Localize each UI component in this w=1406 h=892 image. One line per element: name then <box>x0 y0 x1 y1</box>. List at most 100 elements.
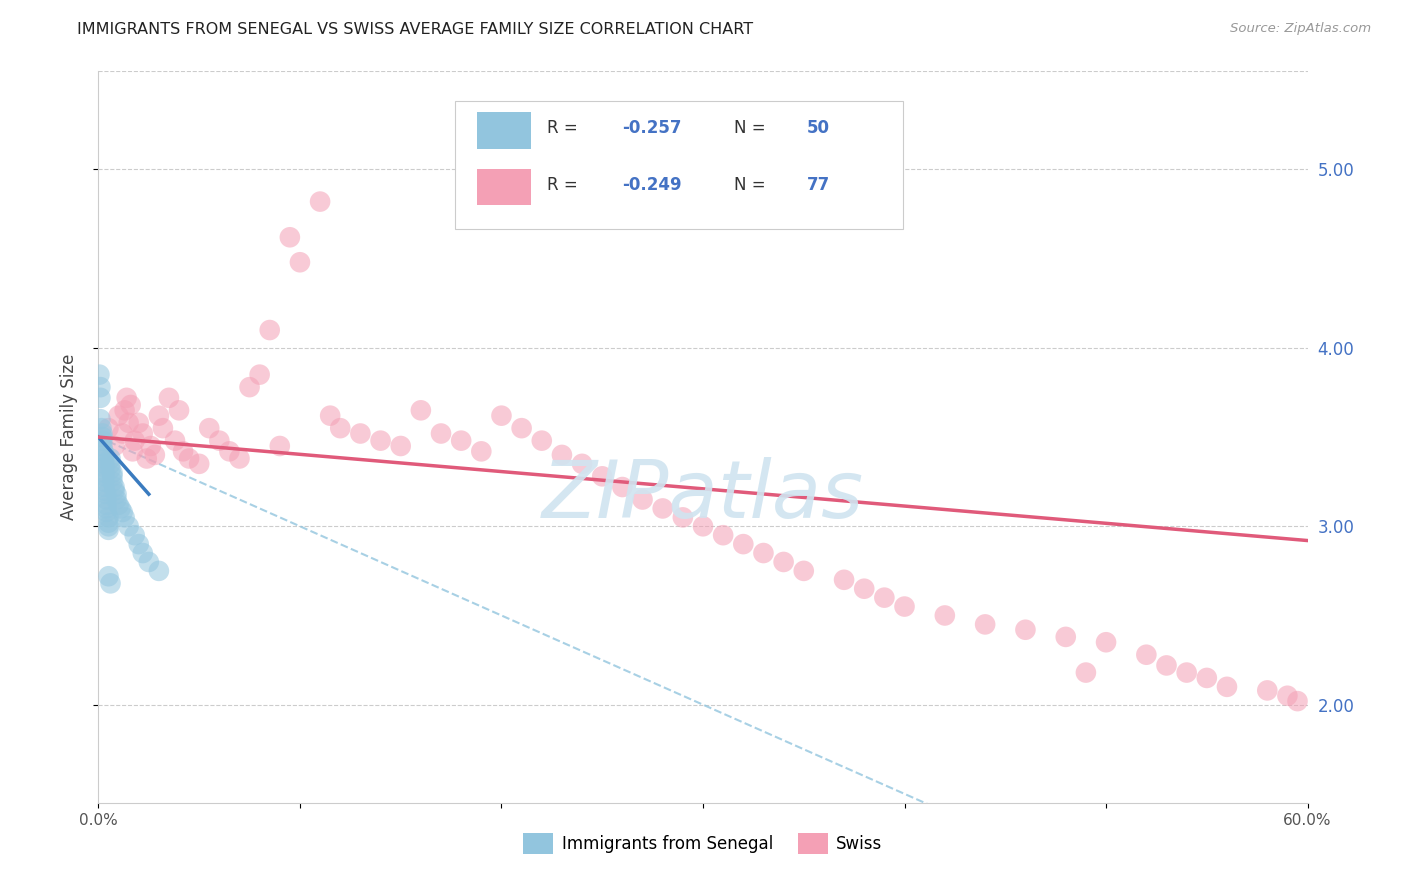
Point <box>370 434 392 448</box>
Point <box>1156 658 1178 673</box>
Point <box>132 426 155 441</box>
Point <box>103 480 125 494</box>
Point <box>132 546 155 560</box>
Point <box>97 421 120 435</box>
FancyBboxPatch shape <box>456 101 903 228</box>
Point <box>1256 683 1278 698</box>
Point <box>832 573 855 587</box>
Point <box>91 426 114 441</box>
Point <box>711 528 734 542</box>
Point <box>96 492 118 507</box>
Point <box>571 457 593 471</box>
Point <box>172 444 194 458</box>
Point <box>105 492 128 507</box>
Point <box>111 505 134 519</box>
Point <box>1216 680 1239 694</box>
Point <box>651 501 673 516</box>
Point <box>163 434 186 448</box>
Point <box>97 510 120 524</box>
Point <box>138 555 160 569</box>
Point <box>110 501 132 516</box>
Point <box>91 439 114 453</box>
Text: -0.257: -0.257 <box>621 120 682 137</box>
Point <box>107 498 129 512</box>
Text: R =: R = <box>547 176 583 194</box>
Point <box>89 391 111 405</box>
Text: IMMIGRANTS FROM SENEGAL VS SWISS AVERAGE FAMILY SIZE CORRELATION CHART: IMMIGRANTS FROM SENEGAL VS SWISS AVERAGE… <box>77 22 754 37</box>
Point <box>218 444 240 458</box>
Point <box>1074 665 1097 680</box>
Point <box>631 492 654 507</box>
Point <box>208 434 231 448</box>
Point <box>752 546 775 560</box>
Point <box>152 421 174 435</box>
Point <box>101 469 124 483</box>
Point <box>97 519 120 533</box>
Text: N =: N = <box>734 176 772 194</box>
Point <box>139 439 162 453</box>
Point <box>143 448 166 462</box>
Point <box>733 537 755 551</box>
FancyBboxPatch shape <box>477 112 531 149</box>
Point <box>115 391 138 405</box>
Point <box>96 501 118 516</box>
Point <box>148 564 170 578</box>
Point <box>179 451 201 466</box>
Point <box>349 426 371 441</box>
Point <box>93 448 115 462</box>
Point <box>430 426 453 441</box>
Point <box>167 403 190 417</box>
Point <box>100 457 122 471</box>
Point <box>148 409 170 423</box>
Point <box>97 569 120 583</box>
Point <box>97 516 120 530</box>
Point <box>91 430 114 444</box>
Point <box>470 444 492 458</box>
Point <box>1195 671 1218 685</box>
Point <box>101 466 124 480</box>
Point <box>1175 665 1198 680</box>
Point <box>1014 623 1036 637</box>
Point <box>853 582 876 596</box>
Point <box>249 368 271 382</box>
Point <box>672 510 695 524</box>
Point <box>124 434 146 448</box>
Point <box>228 451 250 466</box>
Point <box>974 617 997 632</box>
Point <box>319 409 342 423</box>
Legend: Immigrants from Senegal, Swiss: Immigrants from Senegal, Swiss <box>517 827 889 860</box>
Point <box>93 457 115 471</box>
Point <box>96 498 118 512</box>
Point <box>114 510 136 524</box>
Point <box>124 528 146 542</box>
Text: Source: ZipAtlas.com: Source: ZipAtlas.com <box>1230 22 1371 36</box>
Point <box>89 368 111 382</box>
Point <box>591 469 613 483</box>
Point <box>239 380 262 394</box>
Point <box>1286 694 1309 708</box>
Point <box>934 608 956 623</box>
Point <box>510 421 533 435</box>
Point <box>96 505 118 519</box>
Point <box>1095 635 1118 649</box>
Point <box>93 475 115 489</box>
Point <box>309 194 332 209</box>
Text: 77: 77 <box>807 176 830 194</box>
Point <box>1054 630 1077 644</box>
Point <box>93 444 115 458</box>
Point <box>1277 689 1299 703</box>
Point <box>120 398 142 412</box>
Text: ZIPatlas: ZIPatlas <box>541 457 865 534</box>
Point <box>100 451 122 466</box>
Point <box>491 409 513 423</box>
Point <box>121 444 143 458</box>
Point <box>893 599 915 614</box>
Point <box>96 487 118 501</box>
Point <box>551 448 574 462</box>
Point <box>530 434 553 448</box>
Point <box>692 519 714 533</box>
Point <box>128 537 150 551</box>
Text: N =: N = <box>734 120 772 137</box>
Point <box>101 475 124 489</box>
Point <box>100 576 122 591</box>
